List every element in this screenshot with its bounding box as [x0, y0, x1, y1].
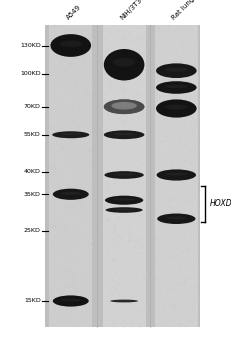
Ellipse shape	[155, 81, 196, 94]
FancyBboxPatch shape	[49, 25, 92, 327]
Ellipse shape	[103, 99, 144, 114]
Ellipse shape	[52, 131, 89, 138]
Ellipse shape	[110, 300, 137, 302]
Text: 100KD: 100KD	[20, 71, 40, 76]
Text: HOXD12: HOXD12	[209, 199, 231, 208]
Ellipse shape	[164, 105, 187, 110]
Text: 130KD: 130KD	[20, 43, 40, 48]
Ellipse shape	[103, 49, 144, 80]
Ellipse shape	[112, 133, 135, 135]
Ellipse shape	[155, 99, 196, 118]
Ellipse shape	[103, 131, 144, 139]
Ellipse shape	[157, 214, 195, 224]
Text: Rat lung: Rat lung	[170, 0, 195, 21]
Text: 35KD: 35KD	[24, 192, 40, 197]
Text: A549: A549	[65, 4, 82, 21]
Ellipse shape	[156, 169, 195, 181]
FancyBboxPatch shape	[102, 25, 145, 327]
Ellipse shape	[165, 216, 186, 219]
Ellipse shape	[103, 99, 144, 114]
Ellipse shape	[113, 173, 134, 175]
Ellipse shape	[113, 209, 134, 210]
Ellipse shape	[104, 196, 143, 205]
Ellipse shape	[112, 58, 135, 66]
Ellipse shape	[61, 299, 80, 302]
Ellipse shape	[164, 85, 187, 88]
Ellipse shape	[112, 104, 135, 108]
Ellipse shape	[53, 295, 88, 307]
Ellipse shape	[60, 133, 81, 135]
Text: 40KD: 40KD	[24, 169, 40, 174]
FancyBboxPatch shape	[45, 25, 199, 327]
Ellipse shape	[164, 68, 187, 72]
Ellipse shape	[61, 192, 80, 195]
Ellipse shape	[113, 198, 134, 201]
Ellipse shape	[50, 34, 91, 57]
Text: 25KD: 25KD	[24, 229, 40, 233]
Text: 55KD: 55KD	[24, 132, 40, 137]
Ellipse shape	[165, 173, 186, 176]
Ellipse shape	[53, 189, 88, 200]
Text: 15KD: 15KD	[24, 299, 40, 303]
Ellipse shape	[105, 207, 142, 213]
Ellipse shape	[59, 41, 82, 47]
FancyBboxPatch shape	[154, 25, 197, 327]
Text: 70KD: 70KD	[24, 104, 40, 109]
Ellipse shape	[155, 63, 196, 78]
Text: NIH/3T3: NIH/3T3	[118, 0, 142, 21]
Ellipse shape	[111, 102, 136, 110]
Ellipse shape	[104, 171, 143, 179]
Ellipse shape	[116, 300, 131, 301]
